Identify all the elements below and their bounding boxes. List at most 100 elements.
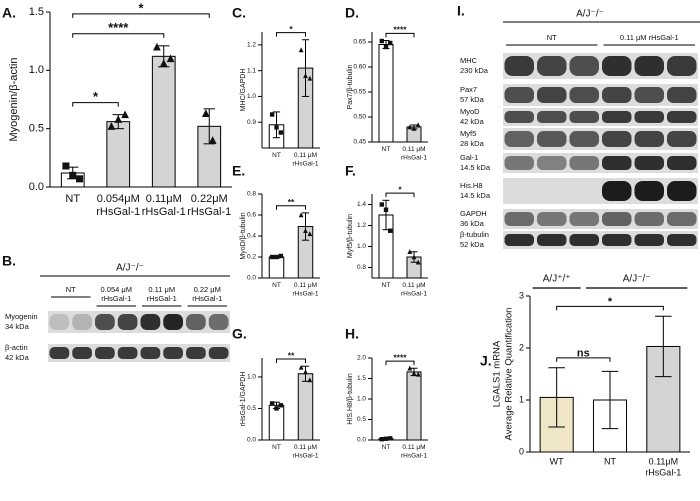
blot-band — [537, 212, 567, 226]
y-tick-label: 1.1 — [247, 67, 256, 74]
y-tick-label: 0.9 — [247, 119, 256, 126]
blot-band — [537, 87, 567, 103]
blot-band — [634, 131, 664, 147]
data-point — [298, 47, 304, 53]
blot-band — [208, 314, 229, 330]
blot-band — [140, 314, 161, 330]
blot-strip — [48, 344, 230, 362]
data-point — [274, 406, 279, 411]
blot-band — [634, 111, 664, 123]
panel-letter: A. — [2, 5, 16, 21]
data-point — [383, 44, 389, 50]
data-point — [411, 125, 417, 131]
blot-row-label: 57 kDa — [460, 95, 485, 104]
panel-letter: H. — [345, 326, 359, 342]
data-point — [388, 436, 393, 441]
y-tick-label: 1.0 — [357, 396, 366, 403]
blot-band — [602, 181, 632, 201]
blot-band — [602, 131, 632, 147]
blot-row-label: 42 kDa — [5, 353, 30, 362]
blot-row-label: 52 kDa — [460, 240, 485, 249]
blot-band — [602, 212, 632, 226]
panel-letter: D. — [345, 5, 359, 21]
data-point — [415, 122, 421, 128]
lane-group-label: rHsGal-1 — [147, 294, 177, 303]
blot-band — [634, 212, 664, 226]
y-axis-label: rHsGal-1/GAPDH — [240, 372, 247, 427]
blot-band — [504, 212, 534, 226]
x-tick-label: 0.11 μM — [294, 152, 317, 159]
data-point — [307, 377, 313, 383]
x-tick-label: NT — [382, 282, 391, 289]
y-tick-label: 0.0 — [357, 437, 366, 444]
y-tick-label: 2.0 — [357, 355, 366, 362]
data-point — [278, 403, 284, 408]
data-point — [411, 370, 417, 376]
x-tick-label: 0.11 μM — [402, 282, 425, 289]
data-point — [298, 364, 304, 370]
data-point — [278, 130, 284, 135]
data-point — [383, 207, 389, 212]
blot-band — [569, 156, 599, 170]
x-tick-label: rHsGal-1 — [292, 290, 318, 297]
data-point — [121, 110, 129, 119]
blot-row-label: β-tubulin — [460, 230, 489, 239]
blot-band — [504, 111, 534, 123]
blot-band — [537, 56, 567, 76]
y-tick-label: 0.2 — [247, 254, 256, 261]
panel-letter: J. — [480, 353, 492, 369]
y-tick-label: 1.0 — [357, 243, 366, 250]
x-tick-label: 0.11 μM — [294, 282, 317, 289]
data-point — [278, 253, 284, 259]
y-tick-label: 0.55 — [353, 89, 366, 96]
blot-row-label: β-actin — [5, 343, 28, 352]
significance-label: **** — [393, 25, 407, 35]
y-tick-label: 0.4 — [247, 233, 256, 240]
blot-band — [569, 131, 599, 147]
blot-band — [140, 347, 161, 359]
data-point — [388, 228, 393, 233]
x-tick-label: NT — [272, 282, 281, 289]
y-tick-label: 1.4 — [357, 201, 366, 208]
y-tick-label: 0.0 — [29, 181, 44, 193]
x-tick-label: rHsGal-1 — [401, 290, 427, 297]
significance-label: ** — [288, 350, 295, 360]
panel-letter: F. — [345, 163, 356, 179]
x-tick-label: rHsGal-1 — [292, 452, 318, 459]
data-point — [159, 59, 168, 67]
significance-bracket — [276, 358, 306, 364]
blot-row-label: Myf5 — [460, 129, 476, 138]
y-axis-label: LGALS1 mRNA — [492, 340, 503, 407]
blot-band — [602, 234, 632, 246]
blot-band — [208, 347, 229, 359]
blot-row-label: His.H8 — [460, 181, 483, 190]
blot-band — [537, 111, 567, 123]
y-axis-label: MyoD/β-tubulin — [240, 212, 247, 259]
blot-band — [72, 347, 92, 359]
lane-group-label: rHsGal-1 — [101, 294, 131, 303]
data-point — [269, 254, 275, 260]
y-tick-label: 1.2 — [247, 42, 256, 49]
blot-band — [634, 87, 664, 103]
blot-band — [634, 56, 664, 76]
significance-label: * — [608, 296, 613, 308]
bar — [378, 44, 394, 143]
blot-band — [569, 212, 599, 226]
blot-title: A/J⁻/⁻ — [576, 9, 604, 20]
significance-label: * — [289, 24, 293, 34]
y-axis-label: Myf5/β-tubulin — [347, 214, 354, 258]
blot-band — [569, 234, 599, 246]
data-point — [298, 212, 304, 218]
y-axis-label: HIS.H8/β-tubulin — [347, 373, 354, 425]
data-point — [379, 38, 384, 44]
y-tick-label: 0.0 — [247, 275, 256, 282]
significance-label: * — [138, 0, 144, 15]
blot-band — [72, 314, 92, 330]
blot-band — [634, 156, 664, 170]
data-point — [274, 254, 279, 260]
significance-label: * — [398, 184, 402, 194]
blot-title: A/J⁻/⁻ — [116, 263, 144, 274]
x-tick-label: 0.11μM — [146, 193, 182, 205]
x-tick-label: 0.11 μM — [402, 146, 425, 153]
blot-band — [667, 56, 697, 76]
